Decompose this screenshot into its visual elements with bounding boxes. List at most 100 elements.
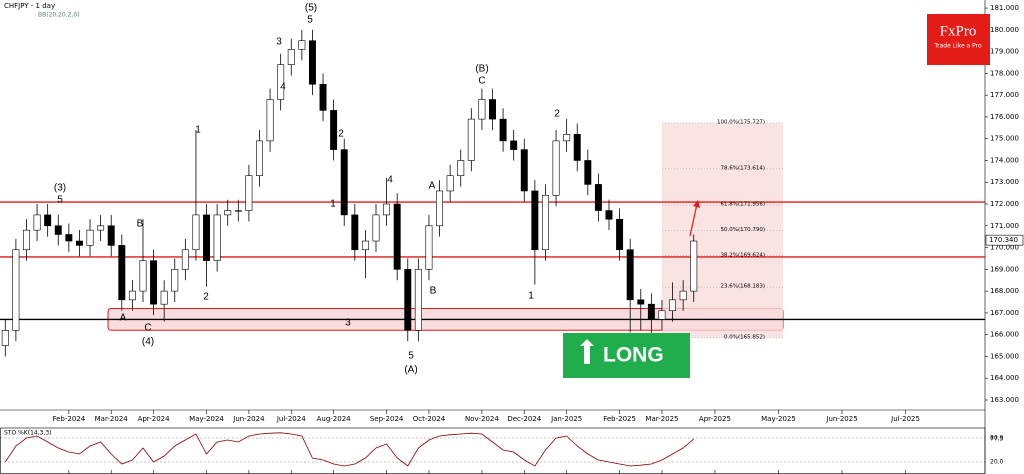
candle-body <box>679 290 687 301</box>
candle-body <box>584 160 592 185</box>
y-tick-label: 181.000 <box>990 4 1019 12</box>
stochastic-tick-label: 80.0 <box>990 435 1004 442</box>
candle-body <box>669 299 677 312</box>
y-tick-label: 174.000 <box>990 156 1019 164</box>
wave-label: 5 <box>408 351 414 362</box>
candle-body <box>213 214 221 261</box>
candle-body <box>637 299 645 305</box>
candle-body <box>171 269 179 292</box>
candle-body <box>616 218 624 251</box>
candle-body <box>1 330 9 346</box>
candle-body <box>436 190 444 227</box>
candle-body <box>563 134 571 142</box>
fib-label: 0.0%(165.852) <box>724 334 765 340</box>
signal-label: LONG <box>603 344 664 367</box>
stochastic-tick-label: 20.0 <box>990 459 1004 466</box>
wave-label: 1 <box>528 291 534 302</box>
candle-body <box>330 110 338 150</box>
projection-arrowhead <box>693 200 700 208</box>
candle-body <box>128 290 136 301</box>
candle-body <box>541 195 549 251</box>
fib-label: 78.6%(173.614) <box>720 165 765 171</box>
x-tick-label: Jul-2024 <box>276 415 306 423</box>
candle-body <box>75 240 83 246</box>
candle-body <box>234 210 242 212</box>
candle-body <box>404 269 412 331</box>
candle-body <box>192 214 200 251</box>
x-tick-label: Jun-2024 <box>232 415 265 423</box>
wave-label: 5 <box>57 195 63 206</box>
candle-body <box>266 99 274 142</box>
fib-label: 23.6%(168.183) <box>720 284 765 290</box>
candle-body <box>65 234 73 242</box>
candle-body <box>499 118 507 142</box>
x-tick-label: Sep-2024 <box>370 415 404 423</box>
stochastic-label: STO %K(14,3,3) <box>4 430 52 437</box>
wave-label: (3) <box>54 183 66 194</box>
chart-title: CHFJPY - 1 day <box>4 2 55 10</box>
x-tick-label: Feb-2025 <box>603 415 636 423</box>
y-tick-label: 167.000 <box>990 309 1019 317</box>
logo-tagline: Trade Like a Pro <box>933 43 982 50</box>
wave-label: B <box>430 286 437 297</box>
candle-body <box>372 214 380 242</box>
candle-body <box>361 240 369 251</box>
y-tick-label: 179.000 <box>990 48 1019 56</box>
candle-body <box>150 260 158 305</box>
y-tick-label: 165.000 <box>990 352 1019 360</box>
signal-arrow <box>580 339 594 364</box>
logo-box <box>927 14 990 65</box>
stochastic-line <box>4 432 694 467</box>
indicator-label: BB(20,20,2,0) <box>38 12 80 19</box>
candle-body <box>298 40 306 50</box>
y-tick-label: 178.000 <box>990 69 1019 77</box>
candle-body <box>340 149 348 216</box>
candle-body <box>86 229 94 246</box>
candle-body <box>478 99 486 120</box>
wave-label: 4 <box>280 82 286 93</box>
candle-body <box>160 290 168 305</box>
y-tick-label: 175.000 <box>990 135 1019 143</box>
candle-body <box>446 175 454 192</box>
wave-label: 2 <box>554 109 560 120</box>
wave-label: C <box>144 323 151 334</box>
candle-body <box>277 64 285 100</box>
fib-label: 38.2%(169.624) <box>720 252 765 258</box>
candle-body <box>658 310 666 320</box>
candle-body <box>224 210 232 216</box>
wave-label: B <box>137 219 144 230</box>
y-tick-label: 171.000 <box>990 222 1019 230</box>
x-tick-label: Dec-2024 <box>507 415 541 423</box>
candle-body <box>425 225 433 270</box>
logo-name: FxPro <box>940 23 977 39</box>
candle-body <box>393 203 401 270</box>
last-price-label: 170.340 <box>989 236 1018 244</box>
y-tick-label: 172.000 <box>990 200 1019 208</box>
y-tick-label: 180.000 <box>990 26 1019 34</box>
candle-body <box>97 225 105 231</box>
wave-label: 2 <box>203 292 209 303</box>
candle-body <box>33 214 41 231</box>
y-tick-label: 176.000 <box>990 113 1019 121</box>
wave-label: C <box>478 76 485 87</box>
candle-body <box>256 140 263 177</box>
projection-arrow <box>689 203 698 237</box>
y-tick-label: 173.000 <box>990 178 1019 186</box>
candle-body <box>351 214 359 251</box>
y-tick-label: 164.000 <box>990 374 1019 382</box>
candle-body <box>44 214 52 227</box>
candle-body <box>54 225 62 235</box>
x-tick-label: May-2025 <box>761 415 796 423</box>
candle-body <box>531 190 539 251</box>
candle-body <box>23 229 30 251</box>
y-tick-label: 166.000 <box>990 331 1019 339</box>
candle-body <box>139 260 147 292</box>
candle-body <box>467 118 475 161</box>
candle-body <box>118 245 126 301</box>
candle-body <box>626 249 634 301</box>
wave-label: 5 <box>307 15 313 26</box>
candle-body <box>457 160 465 177</box>
y-tick-label: 170.000 <box>990 244 1019 252</box>
